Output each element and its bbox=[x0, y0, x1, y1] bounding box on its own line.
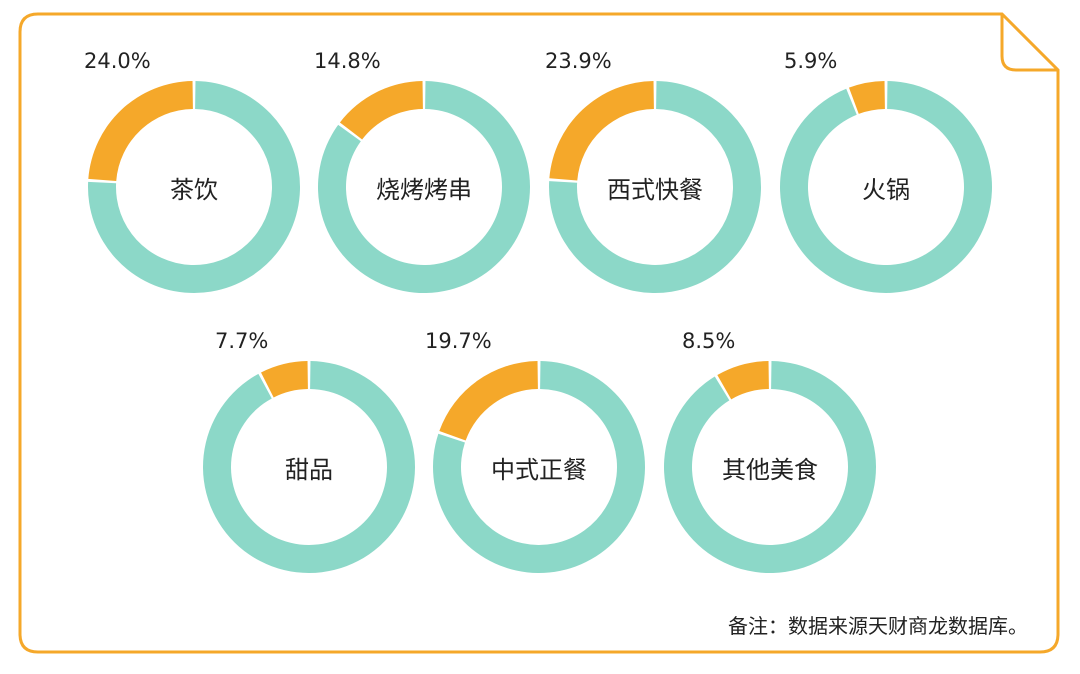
highlight-slice bbox=[339, 81, 423, 140]
donut-chart: 甜品 bbox=[201, 359, 417, 575]
percent-label: 19.7% bbox=[425, 329, 492, 353]
donut-svg bbox=[317, 81, 530, 293]
donut-svg bbox=[664, 361, 876, 573]
donut-svg bbox=[780, 81, 992, 293]
category-label: 其他美食 bbox=[722, 455, 818, 484]
donut-chart: 烧烤烤串 bbox=[316, 79, 532, 295]
category-label: 烧烤烤串 bbox=[376, 175, 472, 204]
donut-svg bbox=[203, 361, 415, 573]
percent-label: 24.0% bbox=[84, 49, 151, 73]
highlight-slice bbox=[717, 361, 769, 400]
donut-chart: 西式快餐 bbox=[547, 79, 763, 295]
highlight-slice bbox=[88, 81, 193, 182]
donut-chart: 茶饮 bbox=[86, 79, 302, 295]
donut-svg bbox=[549, 81, 761, 293]
donut-chart: 中式正餐 bbox=[431, 359, 647, 575]
percent-label: 23.9% bbox=[545, 49, 612, 73]
percent-label: 14.8% bbox=[314, 49, 381, 73]
percent-label: 7.7% bbox=[215, 329, 269, 353]
donut-svg bbox=[433, 361, 645, 573]
percent-label: 8.5% bbox=[682, 329, 736, 353]
donut-svg bbox=[88, 81, 300, 293]
category-label: 茶饮 bbox=[170, 175, 218, 204]
highlight-slice bbox=[549, 81, 654, 181]
category-label: 甜品 bbox=[285, 455, 333, 484]
donut-chart: 火锅 bbox=[778, 79, 994, 295]
category-label: 西式快餐 bbox=[607, 175, 703, 204]
donut-chart: 其他美食 bbox=[662, 359, 878, 575]
highlight-slice bbox=[261, 361, 308, 398]
source-note: 备注：数据来源天财商龙数据库。 bbox=[728, 614, 1028, 638]
highlight-slice bbox=[848, 81, 885, 114]
highlight-slice bbox=[439, 361, 538, 441]
percent-label: 5.9% bbox=[784, 49, 838, 73]
category-label: 中式正餐 bbox=[491, 455, 587, 484]
category-label: 火锅 bbox=[862, 175, 910, 204]
